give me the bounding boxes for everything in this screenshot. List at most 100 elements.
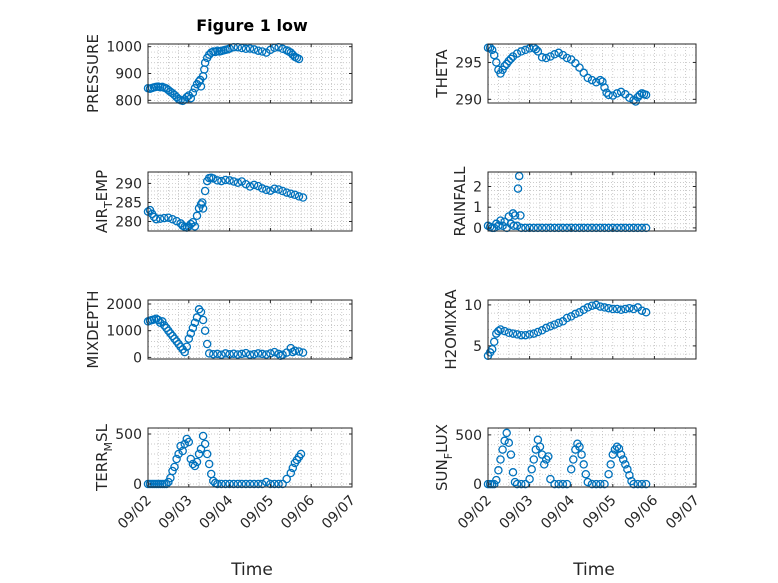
data-point	[151, 214, 161, 224]
data-point	[182, 342, 192, 351]
y-axis-label: AIRTEMP	[93, 170, 115, 233]
data-point	[196, 200, 206, 209]
data-point	[487, 344, 497, 354]
axes-box	[487, 43, 697, 104]
data-point	[635, 90, 645, 100]
data-point	[262, 185, 271, 195]
data-point	[245, 44, 255, 53]
data-point	[604, 90, 613, 100]
data-point	[188, 323, 198, 333]
data-point	[182, 92, 192, 102]
data-point	[202, 449, 212, 459]
data-point	[160, 321, 169, 330]
data-point	[508, 209, 518, 218]
data-series	[143, 42, 304, 106]
data-point	[294, 192, 304, 201]
data-point	[266, 186, 275, 195]
data-point	[274, 349, 283, 359]
data-point	[612, 442, 622, 451]
data-point	[546, 474, 555, 484]
data-point	[160, 213, 169, 223]
x-axis-label-right: Time	[572, 560, 615, 580]
data-point	[641, 479, 651, 489]
y-axis-label: MIXDEPTH	[84, 290, 102, 368]
data-point	[213, 349, 222, 359]
axes-background	[148, 172, 352, 231]
y-tick-label: 295	[455, 55, 482, 71]
data-point	[241, 479, 251, 489]
data-point	[546, 321, 555, 331]
data-point	[282, 188, 291, 197]
data-point	[188, 459, 198, 469]
data-point	[612, 89, 622, 98]
data-point	[494, 221, 503, 231]
data-point	[294, 347, 304, 356]
data-point	[221, 175, 230, 185]
y-tick-label: 10	[464, 298, 482, 314]
y-tick-label: 0	[133, 477, 142, 493]
data-point	[225, 479, 234, 489]
data-point	[641, 90, 651, 100]
data-point	[249, 45, 259, 54]
data-point	[575, 442, 584, 451]
data-point	[198, 204, 208, 213]
data-point	[233, 178, 243, 187]
data-point	[510, 211, 520, 220]
y-axis-label: TERRMSL	[93, 423, 115, 492]
data-point	[217, 176, 226, 186]
y-tick-label: 2	[473, 179, 482, 195]
data-point	[629, 304, 638, 314]
data-point	[278, 186, 287, 196]
data-point	[596, 302, 605, 311]
data-point	[266, 479, 275, 489]
y-tick-label: 280	[115, 214, 142, 230]
y-tick-label: 900	[115, 67, 142, 83]
data-point	[286, 468, 296, 478]
data-point	[184, 437, 194, 447]
data-point	[217, 479, 226, 489]
data-point	[286, 189, 296, 198]
data-point	[629, 479, 638, 489]
data-series	[483, 300, 651, 360]
data-point	[274, 185, 283, 194]
data-point	[583, 303, 593, 312]
data-point	[587, 75, 597, 85]
data-point	[241, 44, 251, 54]
data-point	[241, 348, 251, 358]
data-point	[186, 219, 196, 229]
axes-background	[488, 428, 696, 487]
data-point	[600, 303, 609, 312]
data-point	[606, 460, 615, 469]
data-point	[202, 339, 212, 349]
data-point	[512, 330, 522, 339]
y-axis-label: RAINFALL	[451, 166, 469, 237]
data-point	[233, 350, 243, 359]
data-point	[604, 469, 613, 479]
data-point	[492, 475, 501, 485]
y-tick-label: 285	[115, 195, 142, 211]
data-point	[257, 184, 267, 193]
data-point	[504, 438, 514, 448]
data-point	[500, 326, 509, 336]
data-point	[249, 180, 259, 190]
data-point	[623, 465, 632, 474]
data-point	[537, 53, 547, 62]
data-point	[192, 211, 202, 221]
data-point	[546, 52, 555, 61]
data-point	[494, 326, 503, 336]
data-point	[554, 479, 563, 489]
data-point	[577, 450, 586, 459]
data-point	[162, 479, 171, 489]
data-point	[196, 444, 206, 454]
data-point	[517, 330, 526, 340]
data-point	[506, 450, 516, 459]
figure-title: Figure 1 low	[196, 16, 308, 35]
data-point	[217, 350, 226, 359]
data-point	[596, 75, 605, 85]
axes-box	[487, 299, 697, 360]
data-point	[608, 91, 618, 100]
axes-box	[487, 171, 697, 232]
